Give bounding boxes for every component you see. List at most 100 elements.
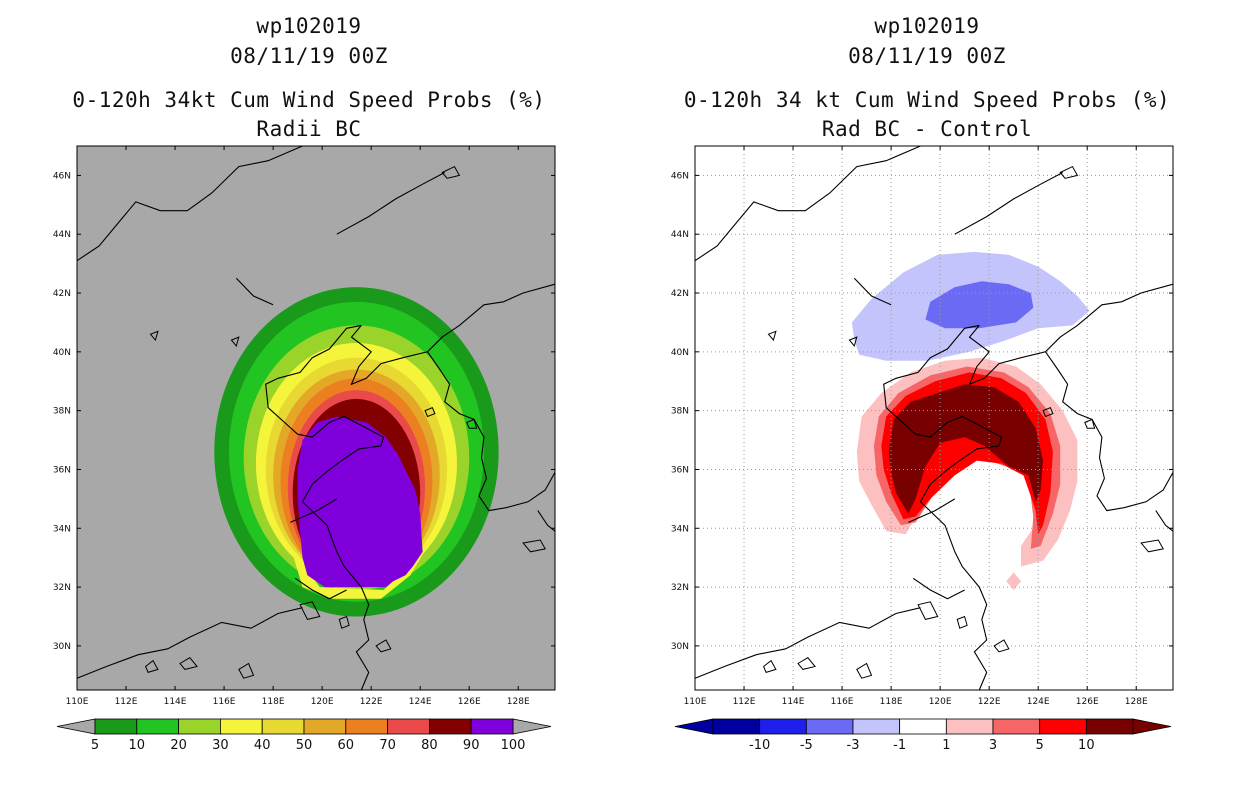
y-tick-label: 42N bbox=[53, 289, 71, 299]
y-tick-label: 42N bbox=[671, 289, 689, 299]
x-tick-label: 128E bbox=[507, 697, 530, 707]
coastline bbox=[290, 498, 338, 523]
x-tick-label: 114E bbox=[782, 697, 805, 707]
island-outline bbox=[1140, 539, 1164, 553]
island-outline bbox=[522, 539, 546, 553]
y-tick-label: 32N bbox=[671, 583, 689, 593]
x-tick-label: 124E bbox=[1027, 697, 1050, 707]
colorbar-swatch bbox=[178, 718, 221, 735]
colorbar-swatch bbox=[852, 718, 901, 735]
island-outline bbox=[149, 330, 159, 342]
coastline bbox=[883, 324, 1003, 691]
colorbar-swatch bbox=[805, 718, 854, 735]
left-panel: wp102019 08/11/19 00Z 0-120h 34kt Cum Wi… bbox=[53, 14, 556, 753]
storm-id-title: wp102019 bbox=[256, 14, 362, 38]
contour-1-patch bbox=[1006, 572, 1021, 590]
island-outline bbox=[956, 615, 968, 629]
colorbar-label: 3 bbox=[989, 738, 997, 753]
contour--3 bbox=[925, 281, 1034, 329]
island-outline bbox=[767, 330, 777, 342]
y-tick-label: 38N bbox=[53, 407, 71, 417]
colorbar-label: 100 bbox=[501, 738, 526, 753]
left-map-outlines bbox=[76, 145, 556, 691]
y-tick-label: 46N bbox=[53, 171, 71, 181]
x-tick-label: 110E bbox=[66, 697, 89, 707]
y-tick-label: 36N bbox=[671, 465, 689, 475]
chart-title: 0-120h 34 kt Cum Wind Speed Probs (%) bbox=[683, 88, 1171, 112]
coastline bbox=[76, 607, 303, 679]
contour-90 bbox=[297, 416, 423, 588]
colorbar-label: 50 bbox=[296, 738, 313, 753]
island-outline bbox=[856, 662, 873, 679]
plot-frame bbox=[694, 145, 1174, 691]
island-outline bbox=[917, 601, 939, 620]
y-tick-label: 32N bbox=[53, 583, 71, 593]
island-outline bbox=[441, 165, 461, 179]
coastline bbox=[954, 172, 1063, 235]
colorbar-swatch bbox=[1039, 718, 1087, 735]
x-tick-label: 116E bbox=[831, 697, 854, 707]
datetime-title: 08/11/19 00Z bbox=[230, 44, 388, 68]
colorbar-swatch bbox=[387, 718, 430, 735]
colorbar-arrow-right bbox=[1132, 718, 1172, 735]
coastline bbox=[694, 145, 921, 262]
island-outline bbox=[238, 662, 255, 679]
colorbar-swatch bbox=[712, 718, 761, 735]
colorbar-swatch bbox=[345, 718, 388, 735]
y-tick-label: 44N bbox=[671, 230, 689, 240]
y-tick-label: 36N bbox=[53, 465, 71, 475]
coastline bbox=[968, 283, 1174, 386]
x-tick-label: 122E bbox=[360, 697, 383, 707]
y-tick-label: 30N bbox=[671, 642, 689, 652]
colorbar-swatch bbox=[1085, 718, 1134, 735]
coastline bbox=[76, 145, 303, 262]
plot-frame bbox=[76, 145, 556, 691]
x-tick-label: 128E bbox=[1125, 697, 1148, 707]
coastline bbox=[908, 498, 956, 523]
colorbar-swatch bbox=[470, 718, 514, 735]
x-tick-label: 120E bbox=[929, 697, 952, 707]
colorbar-swatch bbox=[759, 718, 807, 735]
colorbar-swatch bbox=[94, 718, 138, 735]
x-tick-label: 124E bbox=[409, 697, 432, 707]
y-tick-label: 46N bbox=[671, 171, 689, 181]
colorbar-label: -10 bbox=[749, 738, 770, 753]
colorbar-arrow-left bbox=[56, 718, 96, 735]
right-panel: wp102019 08/11/19 00Z 0-120h 34 kt Cum W… bbox=[618, 0, 1236, 800]
island-outline bbox=[1042, 407, 1054, 418]
island-outline bbox=[338, 615, 350, 629]
island-outline bbox=[797, 657, 816, 670]
contour-rim bbox=[290, 545, 423, 599]
island-outline bbox=[1084, 418, 1096, 429]
coastline bbox=[1045, 351, 1174, 512]
colorbar-label: 10 bbox=[1078, 738, 1095, 753]
island-outline bbox=[1059, 165, 1079, 179]
x-tick-label: 126E bbox=[458, 697, 481, 707]
colorbar-label: 1 bbox=[942, 738, 950, 753]
chart-subtitle: Rad BC - Control bbox=[821, 117, 1033, 141]
y-tick-label: 34N bbox=[53, 524, 71, 534]
coastline bbox=[265, 324, 385, 691]
colorbar-swatch bbox=[261, 718, 305, 735]
x-tick-label: 116E bbox=[213, 697, 236, 707]
island-outline bbox=[375, 639, 392, 653]
colorbar-arrow-right bbox=[512, 718, 552, 735]
island-outline bbox=[466, 418, 478, 429]
colorbar-label: 30 bbox=[212, 738, 229, 753]
colorbar-label: -5 bbox=[800, 738, 813, 753]
coastline bbox=[336, 172, 445, 235]
x-tick-label: 126E bbox=[1076, 697, 1099, 707]
colorbar-label: 60 bbox=[338, 738, 355, 753]
coastline bbox=[912, 577, 965, 600]
y-tick-label: 38N bbox=[671, 407, 689, 417]
colorbar-swatch bbox=[992, 718, 1041, 735]
colorbar-label: 70 bbox=[379, 738, 396, 753]
colorbar-swatch bbox=[303, 718, 347, 735]
datetime-title: 08/11/19 00Z bbox=[848, 44, 1006, 68]
island-outline bbox=[230, 336, 240, 348]
left-map-svg: 110E 112E 114E 116E 118E 120E 122E 124E 126E 128E… bbox=[53, 145, 556, 753]
contour-10 bbox=[888, 384, 1044, 514]
colorbar-label: -3 bbox=[847, 738, 860, 753]
x-tick-label: 118E bbox=[262, 697, 285, 707]
storm-id-title: wp102019 bbox=[874, 14, 980, 38]
